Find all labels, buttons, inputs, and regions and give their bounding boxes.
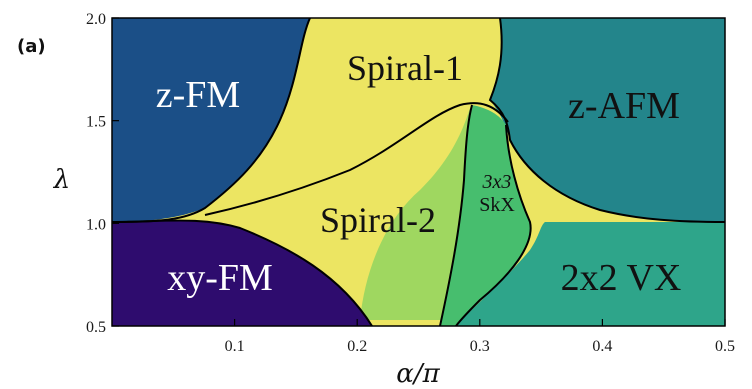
x-tick-label: 0.4: [592, 338, 612, 355]
plot-frame: [111, 17, 726, 327]
region-label-skx: SkX: [479, 194, 515, 216]
region-z-afm-area: [490, 18, 725, 222]
region-spiral-2-green-area: [360, 108, 470, 320]
region-label-2x2-vx: 2x2 VX: [561, 257, 682, 299]
y-tick-label: 1.0: [86, 216, 106, 233]
panel-label: (a): [17, 36, 46, 57]
region-skx-area: [440, 105, 531, 326]
region-label-xy-fm: xy-FM: [167, 257, 273, 299]
region-label-skx-size: 3x3: [482, 171, 512, 193]
y-axis-ticks: 0.5 1.0 1.5 2.0: [86, 11, 119, 336]
y-tick-label: 1.5: [86, 114, 106, 131]
boundary-z-fm-spiral-2: [204, 102, 509, 216]
boundary-spiral-1-z-afm: [488, 18, 725, 223]
region-2x2-vx-area: [456, 222, 725, 326]
x-tick-label: 0.1: [225, 338, 245, 355]
x-tick-label: 0.3: [470, 338, 490, 355]
y-tick-label: 0.5: [86, 319, 106, 336]
region-xy-fm-area: [112, 220, 372, 326]
region-z-fm-area: [112, 18, 310, 222]
x-axis-ticks: 0.1 0.2 0.3 0.4 0.5: [225, 319, 735, 355]
region-label-spiral-2: Spiral-2: [320, 200, 436, 240]
y-axis-label: λ: [53, 165, 70, 195]
phase-regions: [112, 18, 725, 326]
x-tick-label: 0.2: [347, 338, 367, 355]
boundary-skx-2x2-vx: [455, 124, 532, 326]
x-axis-label: α/π: [396, 359, 440, 389]
region-label-z-fm: z-FM: [156, 74, 240, 116]
boundary-spiral-2-skx: [439, 104, 473, 326]
region-label-z-afm: z-AFM: [568, 85, 680, 127]
boundary-z-fm-spiral-1: [112, 18, 311, 223]
region-label-spiral-1: Spiral-1: [347, 48, 463, 88]
boundary-xy-fm-spiral-2: [112, 219, 373, 326]
y-tick-label: 2.0: [86, 11, 106, 28]
x-tick-label: 0.5: [715, 338, 735, 355]
